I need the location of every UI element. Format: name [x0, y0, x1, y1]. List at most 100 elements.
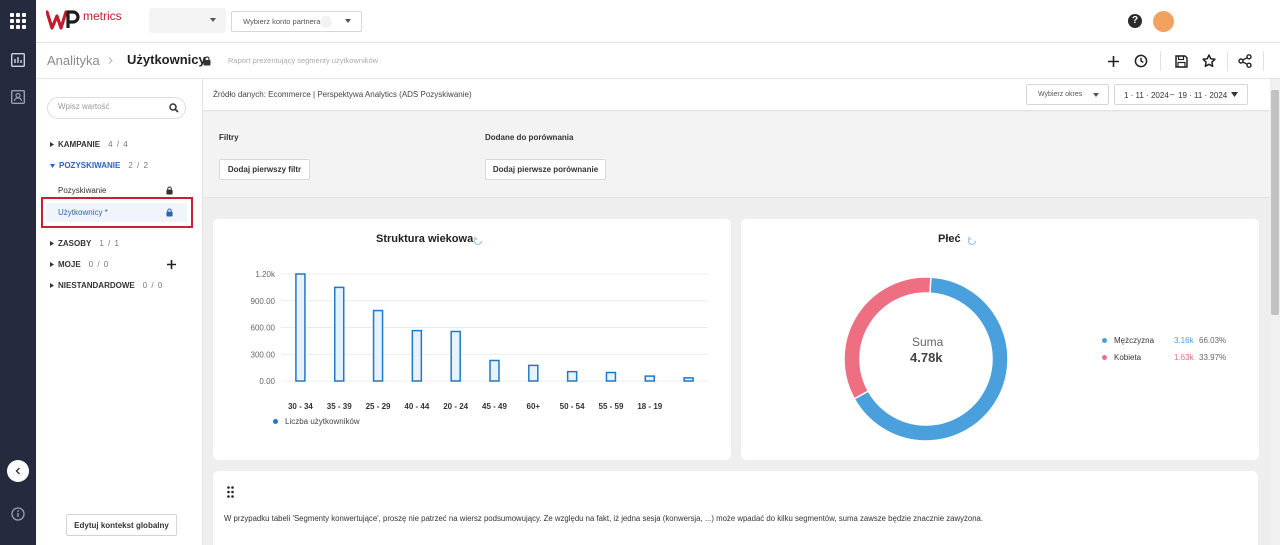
group-count: 4 / 4: [108, 140, 129, 149]
add-icon[interactable]: [1105, 53, 1121, 69]
caret-right-icon: [50, 142, 54, 147]
add-custom-item-icon[interactable]: [167, 260, 176, 269]
group-zasoby[interactable]: ZASOBY 1 / 1: [50, 239, 120, 248]
group-count: 0 / 0: [88, 260, 110, 269]
selection-highlight: [41, 197, 193, 228]
wp-logo-icon: [46, 10, 80, 30]
help-icon[interactable]: ?: [1128, 14, 1142, 28]
share-icon[interactable]: [1237, 53, 1253, 69]
page-subtitle: Raport prezentujący segmenty użytkownikó…: [228, 56, 379, 65]
caret-down-icon: [210, 18, 216, 22]
caret-right-icon: [50, 241, 54, 246]
bar[interactable]: [683, 377, 694, 382]
chart-title: Struktura wiekowa: [376, 233, 474, 245]
donut-center-label: Suma: [912, 335, 944, 349]
bar[interactable]: [489, 359, 500, 382]
add-first-filter-button[interactable]: Dodaj pierwszy filtr: [219, 159, 310, 180]
bar[interactable]: [295, 273, 306, 382]
period-select[interactable]: Wybierz okres: [1026, 84, 1109, 105]
bar[interactable]: [566, 370, 578, 382]
bar[interactable]: [372, 309, 384, 382]
legend-swatch: [273, 419, 278, 424]
history-icon[interactable]: [1133, 53, 1149, 69]
refresh-icon[interactable]: [473, 236, 483, 246]
bar[interactable]: [450, 330, 461, 382]
x-tick-label: 50 - 54: [560, 402, 585, 411]
active-item-background: [46, 203, 187, 222]
partner-account-select[interactable]: Wybierz konto partnera: [231, 11, 362, 32]
x-tick-label: 18 - 19: [637, 402, 662, 411]
favorite-star-icon[interactable]: [1201, 53, 1217, 69]
partner-select-label: Wybierz konto partnera: [243, 17, 321, 26]
group-label: POZYSKIWANIE: [59, 161, 121, 170]
x-tick-label: 20 - 24: [443, 402, 468, 411]
breadcrumb-analityka[interactable]: Analityka: [47, 53, 100, 68]
breadcrumb-separator-icon: [108, 57, 113, 64]
group-kampanie[interactable]: KAMPANIE 4 / 4: [50, 140, 129, 149]
filters-section: Filtry Dodaj pierwszy filtr Dodane do po…: [203, 112, 1270, 198]
bar[interactable]: [644, 375, 656, 382]
partner-indicator: [320, 16, 332, 28]
group-label: KAMPANIE: [58, 140, 101, 149]
dashboard-icon[interactable]: [9, 51, 27, 69]
left-rail: [0, 0, 36, 545]
search-input[interactable]: [58, 102, 158, 111]
group-moje[interactable]: MOJE 0 / 0: [50, 260, 109, 269]
caret-down-icon: [1231, 92, 1238, 97]
group-label: ZASOBY: [58, 239, 92, 248]
scrollbar-thumb[interactable]: [1271, 90, 1279, 315]
info-icon[interactable]: [9, 505, 27, 523]
edit-global-context-button[interactable]: Edytuj kontekst globalny: [66, 514, 177, 536]
segments-note-card: W przypadku tabeli 'Segmenty konwertując…: [213, 471, 1258, 545]
user-card-icon[interactable]: [9, 88, 27, 106]
legend-item-male[interactable]: Mężczyzna 3.16k 66.03%: [1102, 336, 1226, 345]
donut-center-value: 4.78k: [910, 350, 943, 365]
collapse-sidebar-button[interactable]: [7, 460, 29, 482]
pie-slice[interactable]: [853, 276, 1009, 442]
chart-legend[interactable]: Liczba użytkowników: [273, 417, 360, 426]
legend-item-female[interactable]: Kobieta 1.63k 33.97%: [1102, 353, 1226, 362]
group-pozyskiwanie[interactable]: POZYSKIWANIE 2 / 2: [50, 161, 149, 170]
group-label: NIESTANDARDOWE: [58, 281, 135, 290]
group-count: 0 / 0: [142, 281, 164, 290]
gender-card: Płeć Suma 4.78k Mężczyzna 3.16k 66.03% K…: [741, 219, 1259, 460]
save-icon[interactable]: [1173, 53, 1189, 69]
y-tick-label: 300.00: [251, 350, 276, 359]
legend-value: 3.16k: [1174, 336, 1194, 345]
group-count: 2 / 2: [128, 161, 149, 170]
date-range-picker[interactable]: 1 · 11 · 2024 – 19 · 11 · 2024: [1114, 84, 1248, 105]
y-tick-label: 1.20k: [255, 270, 276, 279]
lock-icon: [166, 186, 173, 195]
bar[interactable]: [333, 286, 345, 382]
app-logo[interactable]: metrics: [46, 9, 122, 33]
user-avatar[interactable]: [1153, 11, 1174, 32]
data-source-text: Źródło danych: Ecommerce | Perspektywa A…: [213, 90, 472, 99]
sidebar-item-pozyskiwanie[interactable]: Pozyskiwanie: [58, 186, 107, 195]
chart-title: Płeć: [938, 233, 961, 245]
main-content: Źródło danych: Ecommerce | Perspektywa A…: [203, 79, 1270, 545]
sidebar-search[interactable]: [47, 97, 186, 119]
sidebar-item-uzytkownicy[interactable]: Użytkownicy *: [58, 208, 108, 217]
comparisons-heading: Dodane do porównania: [485, 133, 574, 142]
bar[interactable]: [528, 364, 539, 382]
account-select[interactable]: [149, 8, 226, 33]
group-niestandardowe[interactable]: NIESTANDARDOWE 0 / 0: [50, 281, 163, 290]
apps-grid-icon[interactable]: [9, 12, 27, 30]
bar[interactable]: [605, 371, 617, 382]
add-first-comparison-button[interactable]: Dodaj pierwsze porównanie: [485, 159, 606, 180]
top-header: metrics Wybierz konto partnera ?: [36, 0, 1280, 43]
filters-heading: Filtry: [219, 133, 239, 142]
refresh-icon[interactable]: [967, 236, 977, 246]
segments-note-text: W przypadku tabeli 'Segmenty konwertując…: [224, 514, 984, 523]
date-from[interactable]: 1 · 11 · 2024: [1124, 91, 1169, 100]
lock-icon: [166, 208, 173, 217]
bar[interactable]: [411, 329, 423, 382]
toolbar-divider: [1227, 51, 1228, 71]
legend-label: Mężczyzna: [1114, 336, 1155, 345]
page-title: Użytkownicy: [127, 52, 206, 67]
drag-handle-icon[interactable]: [227, 486, 234, 498]
date-to[interactable]: 19 · 11 · 2024: [1178, 91, 1228, 100]
pie-slice[interactable]: [843, 276, 932, 400]
search-icon[interactable]: [169, 103, 179, 113]
y-tick-label: 0.00: [259, 377, 275, 386]
